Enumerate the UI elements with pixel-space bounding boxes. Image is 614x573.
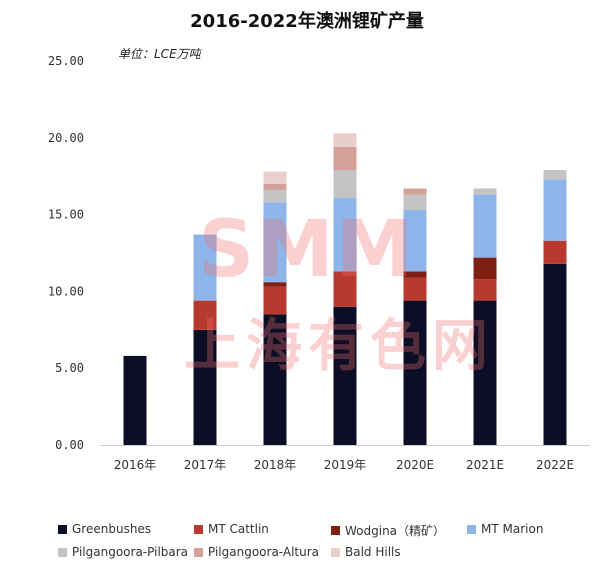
bar-segment: [473, 300, 497, 445]
bar-segment: [543, 170, 567, 180]
legend-item: MT Marion: [467, 522, 543, 536]
legend-item: Pilgangoora-Altura: [194, 545, 319, 559]
bar-segment: [193, 329, 217, 445]
bar-segment: [403, 300, 427, 445]
bar-segment: [473, 188, 497, 195]
legend: Greenbushes MT Cattlin Wodgina（精矿） MT Mario…: [0, 520, 614, 573]
legend-item: Greenbushes: [58, 522, 151, 536]
bar-segment: [193, 300, 217, 330]
bars: [123, 133, 567, 445]
bar-segment: [543, 179, 567, 241]
bar-segment: [473, 194, 497, 258]
legend-swatch: [331, 526, 340, 535]
x-tick-label: 2021E: [466, 458, 504, 472]
bar-segment: [333, 133, 357, 148]
bar-segment: [473, 279, 497, 301]
x-tick-label: 2017年: [184, 458, 227, 472]
bar-segment: [333, 170, 357, 198]
bar-segment: [333, 147, 357, 171]
y-axis: 0.00 5.00 10.00 15.00 20.00 25.00: [48, 54, 84, 452]
legend-label: Wodgina（精矿）: [345, 524, 446, 538]
y-tick-label: 5.00: [55, 361, 84, 375]
legend-label: Bald Hills: [345, 545, 401, 559]
chart-title: 2016-2022年澳洲锂矿产量: [190, 11, 424, 32]
bar-segment: [263, 171, 287, 184]
bar-segment: [403, 209, 427, 272]
y-tick-label: 25.00: [48, 54, 84, 68]
legend-item: Pilgangoora-Pilbara: [58, 545, 188, 559]
y-tick-label: 15.00: [48, 208, 84, 222]
x-tick-label: 2020E: [396, 458, 434, 472]
legend-swatch: [194, 524, 203, 534]
legend-swatch: [58, 524, 67, 534]
bar-segment: [333, 306, 357, 445]
y-tick-label: 10.00: [48, 284, 84, 298]
x-tick-label: 2019年: [324, 458, 367, 472]
x-axis: 2016年 2017年 2018年 2019年 2020E 2021E 2022E: [100, 445, 590, 472]
bar-segment: [333, 271, 357, 307]
bar-segment: [403, 271, 427, 278]
x-tick-label: 2022E: [536, 458, 574, 472]
y-tick-label: 20.00: [48, 131, 84, 145]
legend-label: Pilgangoora-Altura: [208, 545, 320, 559]
bar-segment: [263, 183, 287, 191]
legend-swatch: [331, 547, 340, 557]
bar-segment: [403, 194, 427, 210]
x-tick-label: 2018年: [254, 458, 297, 472]
legend-label: MT Cattlin: [208, 522, 269, 536]
y-tick-label: 0.00: [55, 438, 84, 452]
legend-label: Greenbushes: [72, 522, 152, 536]
bar-segment: [403, 277, 427, 301]
legend-swatch: [194, 547, 203, 557]
unit-label: 单位：LCE万吨: [118, 47, 201, 61]
legend-label: Pilgangoora-Pilbara: [72, 545, 189, 559]
legend-item: Bald Hills: [331, 545, 401, 559]
x-tick-label: 2016年: [114, 458, 157, 472]
bar-segment: [123, 355, 147, 445]
legend-swatch: [58, 547, 67, 557]
bar-segment: [263, 314, 287, 445]
bar-segment: [193, 234, 217, 301]
bar-segment: [403, 188, 427, 195]
bar-segment: [543, 240, 567, 264]
legend-item: MT Cattlin: [194, 522, 269, 536]
bar-segment: [263, 286, 287, 315]
bar-segment: [263, 190, 287, 203]
bar-segment: [333, 197, 357, 272]
bar-segment: [543, 263, 567, 445]
legend-item: Wodgina（精矿）: [331, 522, 445, 539]
legend-label: MT Marion: [481, 522, 544, 536]
bar-segment: [263, 282, 287, 287]
legend-swatch: [467, 524, 476, 534]
bar-segment: [473, 257, 497, 280]
bar-segment: [263, 202, 287, 283]
